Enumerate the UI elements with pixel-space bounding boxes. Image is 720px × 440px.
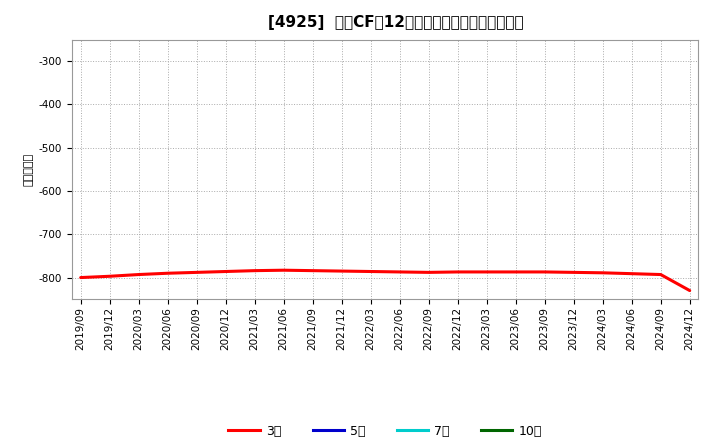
3年 <box>627 271 636 276</box>
Legend: 3年, 5年, 7年, 10年: 3年, 5年, 7年, 10年 <box>223 420 547 440</box>
3年 <box>424 270 433 275</box>
3年 <box>685 288 694 293</box>
Text: [4925]  投賄CFの12か月移動合計の平均値の推移: [4925] 投賄CFの12か月移動合計の平均値の推移 <box>268 15 524 30</box>
3年 <box>76 275 85 280</box>
3年 <box>105 274 114 279</box>
3年 <box>395 269 404 275</box>
Y-axis label: （百万円）: （百万円） <box>23 153 33 186</box>
3年 <box>135 272 143 277</box>
3年 <box>279 268 288 273</box>
3年 <box>570 270 578 275</box>
3年 <box>251 268 259 273</box>
3年 <box>598 270 607 275</box>
3年 <box>221 269 230 274</box>
3年 <box>192 270 201 275</box>
3年 <box>657 272 665 277</box>
3年 <box>454 269 462 275</box>
3年 <box>541 269 549 275</box>
3年 <box>511 269 520 275</box>
3年 <box>308 268 317 273</box>
3年 <box>482 269 491 275</box>
3年 <box>366 269 375 274</box>
Line: 3年: 3年 <box>81 270 690 290</box>
3年 <box>338 268 346 274</box>
3年 <box>163 271 172 276</box>
